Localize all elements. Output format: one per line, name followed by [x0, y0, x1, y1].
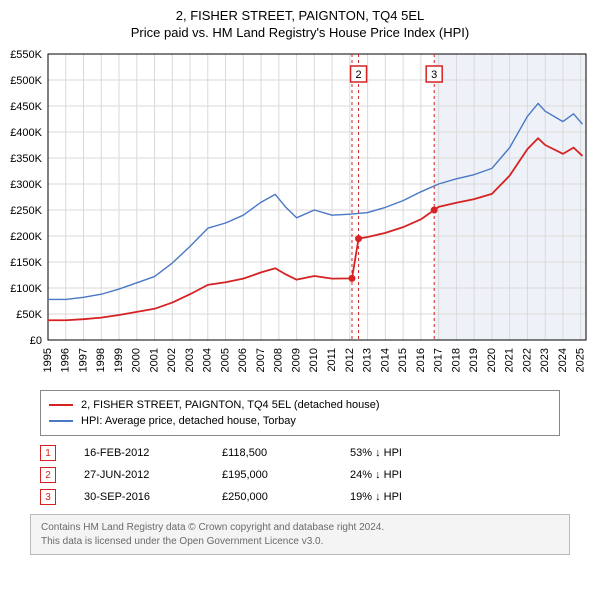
- svg-text:2021: 2021: [504, 348, 516, 372]
- sale-event-diff: 19% ↓ HPI: [350, 491, 460, 503]
- svg-text:1997: 1997: [77, 348, 89, 372]
- sale-event-diff: 53% ↓ HPI: [350, 447, 460, 459]
- svg-text:2009: 2009: [290, 348, 302, 372]
- legend: 2, FISHER STREET, PAIGNTON, TQ4 5EL (det…: [40, 390, 560, 436]
- legend-label: HPI: Average price, detached house, Torb…: [81, 413, 296, 429]
- footer-line1: Contains HM Land Registry data © Crown c…: [41, 521, 559, 535]
- sale-event-date: 27-JUN-2012: [84, 469, 194, 481]
- svg-text:2014: 2014: [379, 348, 391, 372]
- svg-text:2022: 2022: [521, 348, 533, 372]
- sale-event-date: 16-FEB-2012: [84, 447, 194, 459]
- legend-swatch: [49, 404, 73, 406]
- svg-text:2019: 2019: [468, 348, 480, 372]
- sale-event-marker: 3: [40, 489, 56, 505]
- svg-text:£50K: £50K: [16, 309, 42, 321]
- sale-event-row: 1 16-FEB-2012 £118,500 53% ↓ HPI: [30, 442, 570, 464]
- svg-text:£300K: £300K: [10, 179, 42, 191]
- svg-text:2018: 2018: [450, 348, 462, 372]
- legend-swatch: [49, 420, 73, 422]
- attribution-footer: Contains HM Land Registry data © Crown c…: [30, 514, 570, 555]
- svg-text:2011: 2011: [326, 348, 338, 372]
- svg-text:£100K: £100K: [10, 283, 42, 295]
- chart-svg: £0 £50K £100K £150K £200K £250K £300K £350K £400…: [0, 46, 600, 386]
- svg-text:2002: 2002: [166, 348, 178, 372]
- svg-text:1998: 1998: [95, 348, 107, 372]
- svg-text:£150K: £150K: [10, 257, 42, 269]
- svg-text:2024: 2024: [557, 348, 569, 372]
- svg-text:2006: 2006: [237, 348, 249, 372]
- svg-text:2017: 2017: [433, 348, 445, 372]
- svg-text:2013: 2013: [362, 348, 374, 372]
- svg-text:1995: 1995: [42, 348, 54, 372]
- svg-text:2012: 2012: [344, 348, 356, 372]
- sale-event-row: 3 30-SEP-2016 £250,000 19% ↓ HPI: [30, 486, 570, 508]
- svg-text:£450K: £450K: [10, 101, 42, 113]
- svg-text:2023: 2023: [539, 348, 551, 372]
- svg-text:2015: 2015: [397, 348, 409, 372]
- chart-title-address: 2, FISHER STREET, PAIGNTON, TQ4 5EL: [0, 0, 600, 23]
- chart-container: { "title_line1": "2, FISHER STREET, PAIG…: [0, 0, 600, 555]
- sale-event-price: £195,000: [222, 469, 322, 481]
- sale-event-marker: 2: [40, 467, 56, 483]
- legend-item: 2, FISHER STREET, PAIGNTON, TQ4 5EL (det…: [49, 397, 551, 413]
- svg-text:£0: £0: [30, 335, 42, 347]
- svg-text:2010: 2010: [308, 348, 320, 372]
- svg-text:£250K: £250K: [10, 205, 42, 217]
- svg-text:£400K: £400K: [10, 127, 42, 139]
- chart-plot: £0 £50K £100K £150K £200K £250K £300K £350K £400…: [0, 46, 600, 386]
- footer-line2: This data is licensed under the Open Gov…: [41, 535, 559, 549]
- svg-text:2004: 2004: [202, 348, 214, 372]
- sale-events-table: 1 16-FEB-2012 £118,500 53% ↓ HPI 2 27-JUN-201…: [30, 442, 570, 508]
- sale-event-diff: 24% ↓ HPI: [350, 469, 460, 481]
- svg-text:2001: 2001: [148, 348, 160, 372]
- svg-text:2003: 2003: [184, 348, 196, 372]
- svg-text:2007: 2007: [255, 348, 267, 372]
- sale-event-price: £118,500: [222, 447, 322, 459]
- svg-text:3: 3: [431, 69, 437, 81]
- chart-title-sub: Price paid vs. HM Land Registry's House …: [0, 23, 600, 46]
- legend-item: HPI: Average price, detached house, Torb…: [49, 413, 551, 429]
- svg-text:2016: 2016: [415, 348, 427, 372]
- svg-text:1999: 1999: [113, 348, 125, 372]
- sale-event-price: £250,000: [222, 491, 322, 503]
- svg-text:2005: 2005: [219, 348, 231, 372]
- svg-text:2: 2: [355, 69, 361, 81]
- svg-text:2020: 2020: [486, 348, 498, 372]
- svg-text:2025: 2025: [575, 348, 587, 372]
- sale-event-date: 30-SEP-2016: [84, 491, 194, 503]
- svg-text:£200K: £200K: [10, 231, 42, 243]
- svg-text:1996: 1996: [60, 348, 72, 372]
- sale-event-row: 2 27-JUN-2012 £195,000 24% ↓ HPI: [30, 464, 570, 486]
- svg-text:£550K: £550K: [10, 49, 42, 61]
- svg-text:2008: 2008: [273, 348, 285, 372]
- svg-text:£350K: £350K: [10, 153, 42, 165]
- svg-text:£500K: £500K: [10, 75, 42, 87]
- svg-text:2000: 2000: [131, 348, 143, 372]
- legend-label: 2, FISHER STREET, PAIGNTON, TQ4 5EL (det…: [81, 397, 380, 413]
- sale-event-marker: 1: [40, 445, 56, 461]
